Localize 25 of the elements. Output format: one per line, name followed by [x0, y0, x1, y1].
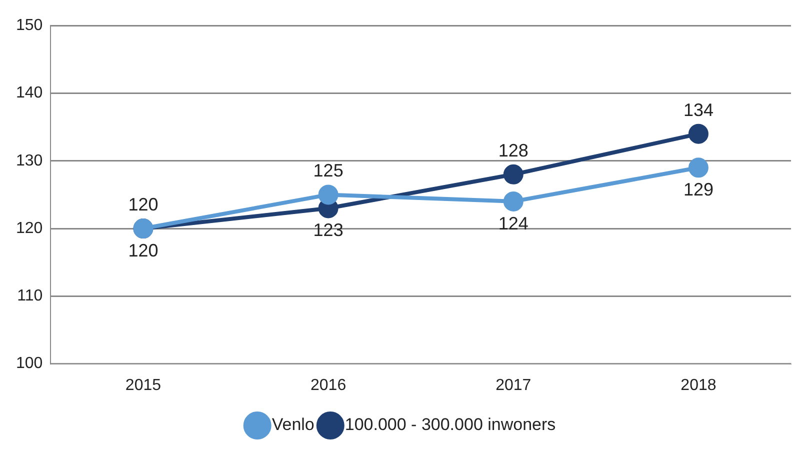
- data-label: 134: [683, 100, 714, 120]
- x-tick-label: 2017: [496, 376, 532, 394]
- data-label: 128: [498, 140, 528, 160]
- y-tick-label: 120: [16, 220, 43, 237]
- x-tick-label: 2015: [125, 376, 162, 394]
- x-tick-label: 2018: [680, 376, 716, 394]
- point: [688, 124, 708, 144]
- y-tick-label: 140: [16, 84, 43, 102]
- y-tick-label: 110: [17, 288, 43, 305]
- x-tick-label: 2016: [310, 376, 346, 394]
- y-tick-label: 100: [16, 355, 43, 372]
- data-label: 129: [683, 180, 714, 200]
- data-label: 120: [128, 194, 158, 214]
- legend-label: 100.000 - 300.000 inwoners: [344, 415, 556, 434]
- point: [503, 191, 524, 212]
- data-label: 123: [313, 220, 344, 240]
- y-tick-label: 130: [16, 152, 43, 170]
- legend-label: Venlo: [272, 415, 314, 434]
- point: [318, 184, 338, 205]
- data-label: 124: [498, 213, 528, 234]
- point: [503, 164, 524, 184]
- data-label: 125: [313, 160, 344, 181]
- y-tick-label: 150: [16, 17, 43, 34]
- point: [688, 158, 708, 178]
- data-label: 120: [128, 240, 158, 260]
